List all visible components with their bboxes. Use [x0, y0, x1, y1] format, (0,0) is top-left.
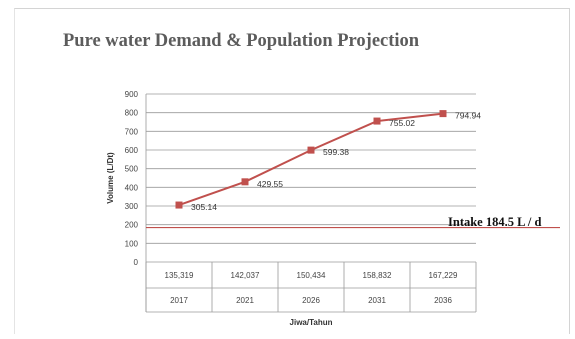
reference-line-label: Intake 184.5 L / d — [448, 215, 541, 229]
data-point — [439, 110, 447, 118]
x-tick-label: 2017 — [170, 296, 188, 305]
x-tick-label: 2021 — [236, 296, 254, 305]
data-label: 429.55 — [257, 179, 283, 189]
y-tick-label: 200 — [125, 221, 139, 230]
y-tick-label: 500 — [125, 165, 139, 174]
y-axis-ticks: 0 100 200 300 400 500 600 700 800 900 — [125, 90, 139, 267]
y-tick-label: 600 — [125, 146, 139, 155]
series-group: 305.14 429.55 599.38 755.02 794.94 — [175, 110, 481, 212]
data-point — [373, 117, 381, 125]
data-point — [307, 146, 315, 154]
x-tick-label: 2031 — [368, 296, 386, 305]
y-tick-label: 800 — [125, 109, 139, 118]
y-tick-label: 100 — [125, 239, 139, 248]
x-axis-label: Jiwa/Tahun — [290, 318, 333, 327]
x-population-label: 158,832 — [363, 271, 392, 280]
x-population-label: 142,037 — [231, 271, 260, 280]
x-population-label: 167,229 — [429, 271, 458, 280]
y-tick-label: 0 — [134, 258, 139, 267]
x-tick-label: 2026 — [302, 296, 320, 305]
x-population-label: 135,319 — [165, 271, 194, 280]
y-tick-label: 400 — [125, 183, 139, 192]
y-tick-label: 900 — [125, 90, 139, 99]
data-label: 755.02 — [389, 118, 415, 128]
data-label: 599.38 — [323, 147, 349, 157]
reference-line-group: Intake 184.5 L / d — [146, 215, 560, 229]
chart-title: Pure water Demand & Population Projectio… — [63, 31, 420, 51]
x-axis-table: 135,319 2017 142,037 2021 150,434 2026 158,832… — [145, 261, 477, 313]
chart-frame — [14, 8, 570, 334]
y-axis-label: Volume (L/Dt) — [106, 152, 115, 204]
x-tick-label: 2036 — [434, 296, 452, 305]
x-population-label: 150,434 — [297, 271, 326, 280]
y-tick-label: 300 — [125, 202, 139, 211]
data-label: 794.94 — [455, 111, 481, 121]
y-tick-label: 700 — [125, 127, 139, 136]
data-label: 305.14 — [191, 202, 217, 212]
data-point — [175, 201, 183, 209]
data-point — [241, 178, 249, 186]
